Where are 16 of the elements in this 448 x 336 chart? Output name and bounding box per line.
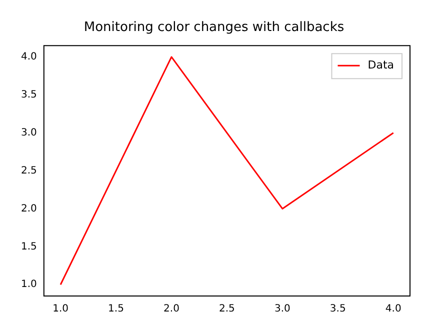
x-tick-label: 2.0 [164, 304, 180, 315]
y-tick-label: 1.0 [20, 279, 37, 290]
x-tick-label: 4.0 [385, 304, 402, 315]
x-tick-label: 2.5 [219, 304, 235, 315]
y-tick-label: 1.5 [20, 241, 37, 252]
legend-label: Data [368, 58, 394, 72]
y-tick-label: 3.5 [20, 90, 37, 101]
y-tick-label: 2.5 [20, 165, 37, 176]
x-tick-label: 3.0 [274, 304, 290, 315]
x-tick-label: 1.0 [52, 304, 68, 315]
chart-title: Monitoring color changes with callbacks [84, 20, 344, 36]
y-tick-label: 3.0 [20, 127, 37, 138]
y-tick-label: 2.0 [20, 203, 37, 214]
y-tick-label: 4.0 [20, 52, 37, 63]
x-tick-label: 3.5 [330, 304, 346, 315]
x-tick-label: 1.5 [108, 304, 124, 315]
